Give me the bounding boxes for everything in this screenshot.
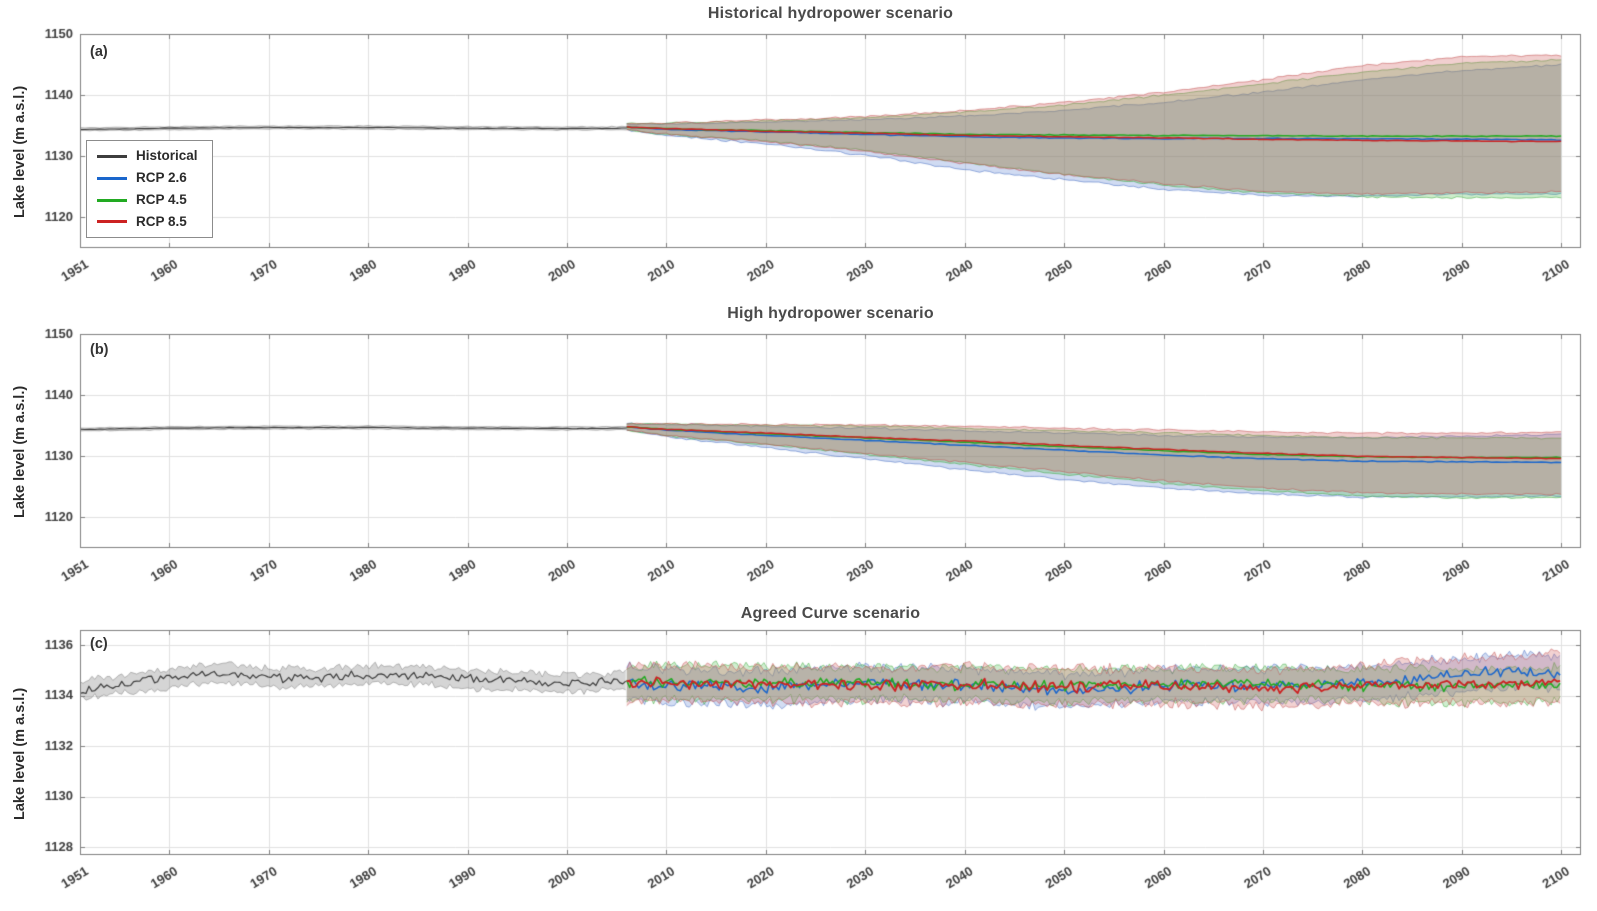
legend-item-historical: Historical — [97, 148, 198, 164]
legend-label-rcp85: RCP 8.5 — [136, 213, 187, 229]
legend-item-rcp45: RCP 4.5 — [97, 191, 198, 208]
legend-label-rcp26: RCP 2.6 — [136, 169, 187, 185]
panel-c: Agreed Curve scenario Lake level (m a.s.… — [0, 600, 1597, 911]
historical-line-swatch — [97, 154, 127, 158]
panel-a: Historical hydropower scenario Lake leve… — [0, 0, 1597, 300]
rcp45-line-swatch — [97, 198, 127, 202]
panel-a-label: (a) — [90, 44, 108, 60]
legend-label-rcp45: RCP 4.5 — [136, 191, 187, 207]
panel-c-label: (c) — [90, 636, 108, 652]
panel-b: High hydropower scenario Lake level (m a… — [0, 300, 1597, 600]
panel-c-title: Agreed Curve scenario — [740, 605, 921, 622]
panel-b-y-axis-label: Lake level (m a.s.l.) — [12, 385, 28, 518]
panel-b-title: High hydropower scenario — [727, 305, 934, 322]
legend: Historical RCP 2.6 RCP 4.5 RCP 8.5 — [86, 140, 213, 239]
panel-a-y-axis-label: Lake level (m a.s.l.) — [12, 85, 28, 218]
panel-c-plot-canvas — [0, 600, 1597, 911]
panel-a-title: Historical hydropower scenario — [707, 5, 954, 22]
panel-a-plot-canvas — [0, 0, 1597, 300]
legend-item-rcp26: RCP 2.6 — [97, 169, 198, 186]
legend-label-historical: Historical — [136, 148, 198, 163]
panel-b-label: (b) — [90, 342, 109, 358]
panel-b-plot-canvas — [0, 300, 1597, 600]
rcp85-line-swatch — [97, 220, 127, 224]
rcp26-line-swatch — [97, 176, 127, 180]
panel-c-y-axis-label: Lake level (m a.s.l.) — [12, 687, 28, 820]
legend-item-rcp85: RCP 8.5 — [97, 213, 198, 230]
